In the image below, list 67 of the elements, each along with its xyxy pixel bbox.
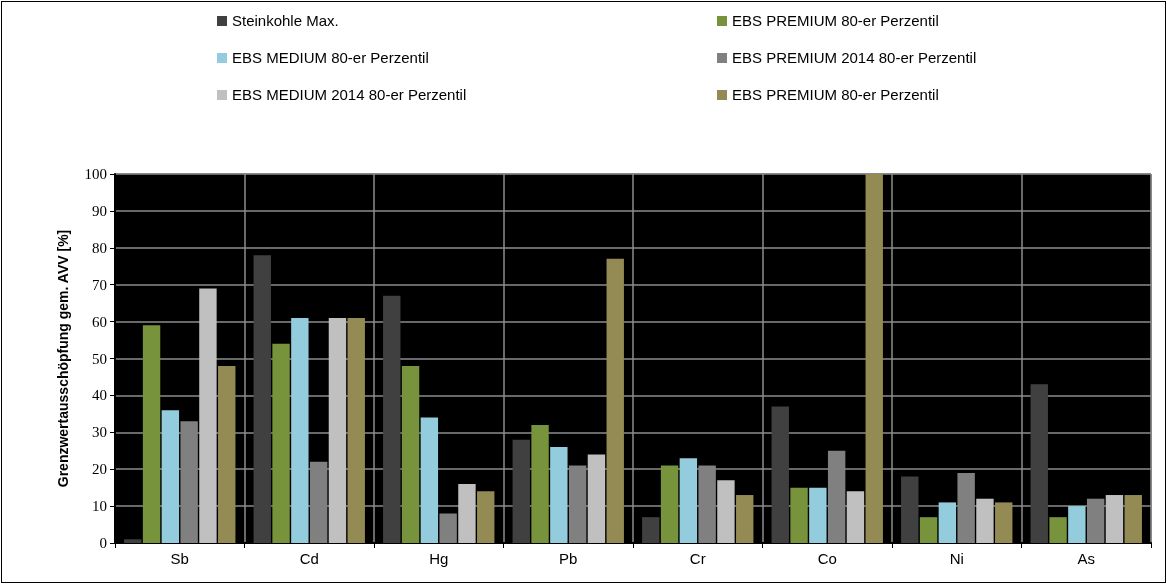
bar	[420, 417, 439, 543]
y-tick-label: 70	[92, 276, 107, 293]
bar	[679, 458, 698, 543]
bar	[790, 487, 808, 543]
bar	[865, 174, 883, 543]
bar	[531, 424, 549, 543]
x-tick-label: Cd	[299, 550, 319, 567]
bar	[1068, 506, 1086, 543]
bar	[124, 539, 142, 543]
bar	[458, 483, 476, 543]
y-tick-label: 20	[92, 461, 107, 478]
legend-label: EBS PREMIUM 80-er Perzentil	[732, 12, 939, 29]
bar	[736, 495, 754, 543]
bar	[328, 317, 347, 543]
bar	[512, 439, 530, 543]
y-tick-label: 50	[92, 350, 107, 367]
x-tick-label: Ni	[949, 550, 964, 567]
bar	[1049, 517, 1067, 543]
bar	[809, 487, 827, 543]
bar	[199, 288, 217, 543]
x-tick-label: Co	[817, 550, 837, 567]
legend-label: EBS MEDIUM 80-er Perzentil	[232, 49, 429, 66]
y-tick-label: 0	[99, 535, 107, 551]
y-tick-label: 40	[92, 387, 107, 404]
bar	[938, 502, 957, 543]
bar	[439, 513, 457, 543]
bar	[1105, 495, 1124, 543]
bar	[919, 517, 938, 543]
bar	[587, 454, 606, 543]
bar	[995, 502, 1013, 543]
legend-label: EBS PREMIUM 80-er Perzentil	[732, 86, 939, 103]
bar	[901, 476, 919, 543]
bar	[347, 317, 365, 543]
bar	[606, 258, 624, 543]
bar	[642, 517, 660, 543]
legend-label: Steinkohle Max.	[232, 12, 339, 29]
legend-label: EBS PREMIUM 2014 80-er Perzentil	[732, 49, 977, 66]
bar	[161, 410, 180, 543]
legend-label: EBS MEDIUM 2014 80-er Perzentil	[232, 86, 467, 103]
y-tick-label: 10	[92, 498, 107, 515]
bar	[550, 447, 568, 543]
x-tick-label: Pb	[559, 550, 578, 567]
x-tick-label: As	[1077, 550, 1096, 567]
x-tick-label: Hg	[429, 550, 449, 567]
y-tick-label: 80	[92, 239, 107, 256]
bar	[717, 480, 735, 543]
x-tick-label: Sb	[170, 550, 189, 567]
bar	[660, 465, 679, 543]
y-tick-label: 60	[92, 313, 107, 330]
bar	[976, 498, 994, 543]
bar	[1124, 495, 1142, 543]
bar	[1030, 384, 1048, 543]
bar	[771, 406, 789, 543]
y-tick-label: 100	[84, 166, 107, 182]
x-tick-label: Cr	[689, 550, 706, 567]
bar	[477, 491, 495, 543]
bar	[291, 317, 309, 543]
y-tick-label: 30	[92, 424, 107, 441]
bar	[218, 365, 236, 543]
bar	[142, 325, 161, 543]
bar	[383, 295, 401, 543]
bar	[401, 365, 420, 543]
y-tick-label: 90	[92, 202, 107, 219]
bar	[846, 491, 865, 543]
bar	[272, 343, 290, 543]
bar	[253, 255, 271, 543]
y-axis-title: Grenzwertausschöpfung gem. AVV [%]	[55, 229, 71, 488]
